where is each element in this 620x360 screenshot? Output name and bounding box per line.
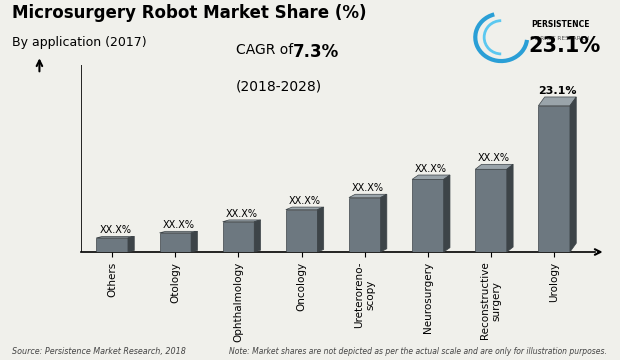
Polygon shape — [223, 220, 260, 222]
Text: XX.X%: XX.X% — [289, 196, 321, 206]
Polygon shape — [476, 169, 507, 252]
Polygon shape — [96, 237, 135, 238]
Polygon shape — [254, 220, 260, 252]
Polygon shape — [538, 97, 576, 106]
Text: 7.3%: 7.3% — [293, 43, 339, 61]
Text: 23.1%: 23.1% — [538, 86, 577, 96]
Polygon shape — [159, 233, 191, 252]
Polygon shape — [570, 97, 576, 252]
Text: XX.X%: XX.X% — [352, 183, 384, 193]
Polygon shape — [444, 175, 450, 252]
Polygon shape — [412, 175, 450, 179]
Polygon shape — [476, 164, 513, 169]
Polygon shape — [317, 207, 324, 252]
Text: XX.X%: XX.X% — [99, 225, 131, 235]
Polygon shape — [286, 210, 317, 252]
Polygon shape — [349, 194, 387, 198]
Text: (2018-2028): (2018-2028) — [236, 79, 322, 93]
Text: XX.X%: XX.X% — [162, 220, 195, 230]
Text: MARKET RESEARCH: MARKET RESEARCH — [531, 36, 590, 41]
Polygon shape — [412, 179, 444, 252]
Polygon shape — [349, 198, 381, 252]
Text: 23.1%: 23.1% — [528, 36, 600, 56]
Polygon shape — [96, 238, 128, 252]
Text: Note: Market shares are not depicted as per the actual scale and are only for il: Note: Market shares are not depicted as … — [229, 347, 607, 356]
Polygon shape — [286, 207, 324, 210]
Text: Source: Persistence Market Research, 2018: Source: Persistence Market Research, 201… — [12, 347, 186, 356]
Text: XX.X%: XX.X% — [478, 153, 510, 163]
Polygon shape — [538, 106, 570, 252]
Text: Microsurgery Robot Market Share (%): Microsurgery Robot Market Share (%) — [12, 4, 367, 22]
Text: CAGR of: CAGR of — [236, 43, 297, 57]
Polygon shape — [128, 237, 135, 252]
Text: XX.X%: XX.X% — [226, 209, 257, 219]
Polygon shape — [507, 164, 513, 252]
Polygon shape — [381, 194, 387, 252]
Polygon shape — [223, 222, 254, 252]
Polygon shape — [159, 231, 197, 233]
Text: PERSISTENCE: PERSISTENCE — [531, 20, 590, 29]
Polygon shape — [191, 231, 197, 252]
Text: By application (2017): By application (2017) — [12, 36, 147, 49]
Text: XX.X%: XX.X% — [415, 164, 447, 174]
